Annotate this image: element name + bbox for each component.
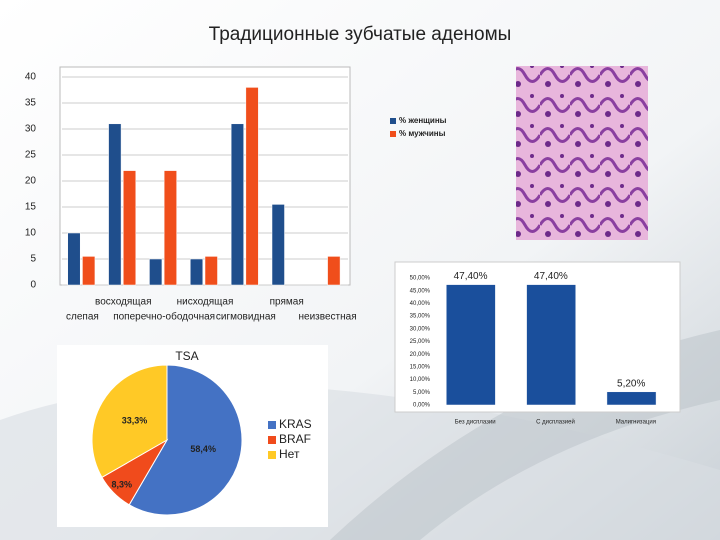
y-tick-label: 0 (30, 280, 36, 291)
bar (230, 123, 244, 286)
x-tick-label: восходящая (95, 297, 151, 308)
bar (245, 87, 259, 286)
bar (67, 232, 81, 286)
x-tick-label: Малигнизация (616, 420, 656, 426)
value-label: 33,3% (122, 416, 148, 426)
bar (190, 258, 204, 286)
bar (526, 284, 576, 406)
bar (108, 123, 122, 286)
y-tick-label: 25 (25, 150, 37, 161)
bar (445, 284, 496, 406)
x-tick-label: неизвестная (299, 312, 357, 323)
y-tick-label: 10 (25, 228, 37, 239)
value-label: 47,40% (454, 271, 488, 282)
bar (163, 170, 177, 286)
slide-title: Традиционные зубчатые аденомы (209, 24, 512, 45)
y-tick-label: 15,00% (410, 364, 431, 370)
histology-image (516, 66, 648, 240)
bar (606, 391, 657, 406)
y-tick-label: 15 (25, 202, 37, 213)
y-tick-label: 40 (25, 72, 37, 83)
chart-frame (59, 66, 351, 286)
y-tick-label: 35 (25, 98, 37, 109)
bar (149, 258, 163, 286)
x-tick-label: С дисплазией (536, 419, 575, 426)
legend-swatch (268, 451, 276, 459)
legend-label: % женщины (399, 116, 447, 125)
value-label: 8,3% (112, 479, 133, 489)
y-tick-label: 5 (30, 254, 36, 265)
pie-slice (128, 364, 243, 516)
legend-swatch (268, 436, 276, 444)
legend-label: KRAS (279, 417, 312, 431)
value-label: 58,4% (190, 444, 216, 454)
x-tick-label: прямая (270, 297, 304, 308)
y-tick-label: 20 (25, 176, 37, 187)
value-label: 47,40% (534, 271, 568, 282)
x-tick-label: сигмовидная (216, 312, 276, 323)
legend-swatch (268, 421, 276, 429)
bar (82, 256, 96, 286)
chart-title: TSA (175, 349, 198, 363)
y-tick-label: 20,00% (410, 352, 431, 358)
bar (271, 204, 285, 286)
bar (123, 170, 137, 286)
y-tick-label: 5,00% (413, 390, 431, 396)
y-tick-label: 50,00% (410, 276, 431, 282)
value-label: 5,20% (617, 378, 645, 389)
legend-label: BRAF (279, 432, 311, 446)
pie-slice (91, 364, 168, 479)
y-tick-label: 35,00% (410, 314, 431, 320)
bar (204, 256, 218, 286)
y-tick-label: 10,00% (410, 377, 431, 383)
y-tick-label: 40,00% (410, 301, 431, 307)
x-tick-label: поперечно-ободочная (113, 311, 215, 323)
y-tick-label: 30 (25, 124, 37, 135)
legend-label: Нет (279, 447, 300, 461)
legend-swatch (390, 118, 396, 124)
y-tick-label: 0,00% (413, 403, 431, 409)
y-tick-label: 45,00% (410, 288, 431, 294)
bar (327, 256, 341, 286)
legend-label: % мужчины (399, 129, 446, 138)
x-tick-label: нисходящая (177, 297, 234, 308)
legend-swatch (390, 131, 396, 137)
x-tick-label: Без дисплазии (455, 420, 496, 426)
y-tick-label: 30,00% (410, 326, 431, 332)
x-tick-label: слепая (66, 312, 99, 323)
y-tick-label: 25,00% (410, 339, 431, 345)
